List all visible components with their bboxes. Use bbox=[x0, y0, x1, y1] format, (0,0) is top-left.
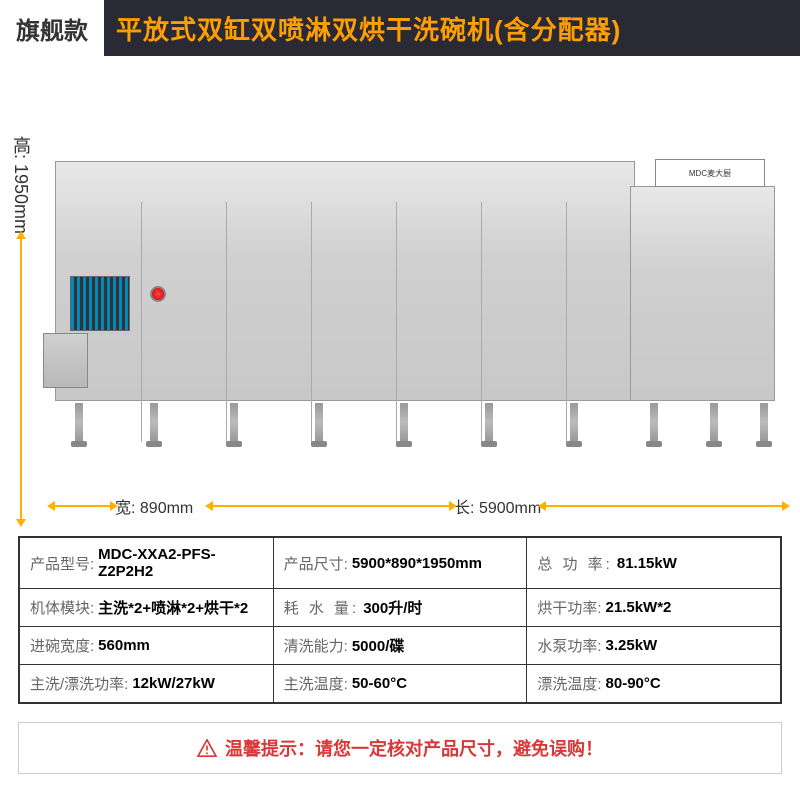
machine-leg bbox=[570, 403, 578, 441]
table-row: 机体模块:主洗*2+喷淋*2+烘干*2 耗 水 量:300升/时 烘干功率: 21… bbox=[20, 589, 780, 627]
header-bar: 旗舰款 平放式双缸双喷淋双烘干洗碗机(含分配器) bbox=[0, 0, 800, 56]
vent-grille bbox=[70, 276, 130, 331]
panel-divider bbox=[141, 202, 142, 442]
machine-leg bbox=[485, 403, 493, 441]
length-arrow-line bbox=[213, 505, 449, 507]
spec-value: 50-60°C bbox=[352, 675, 407, 692]
spec-label: 水泵功率: bbox=[537, 635, 601, 656]
spec-value: 80-90°C bbox=[606, 675, 661, 692]
spec-cell: 产品型号:MDC-XXA2-PFS-Z2P2H2 bbox=[20, 538, 274, 588]
spec-value: 3.25kW bbox=[606, 637, 658, 654]
spec-value: 81.15kW bbox=[617, 555, 677, 572]
width-arrow-line bbox=[55, 505, 110, 507]
spec-cell: 产品尺寸:5900*890*1950mm bbox=[274, 538, 528, 588]
machine-right-section bbox=[630, 186, 775, 401]
machine-leg bbox=[760, 403, 768, 441]
spec-label: 产品尺寸: bbox=[284, 553, 348, 574]
panel-divider bbox=[396, 202, 397, 442]
spec-label: 耗 水 量: bbox=[284, 597, 360, 618]
dimension-bottom-row: 宽: 890mm 长: 5900mm bbox=[55, 494, 782, 518]
panel-divider bbox=[566, 202, 567, 442]
machine-leg bbox=[75, 403, 83, 441]
spec-label: 产品型号: bbox=[30, 553, 94, 574]
table-row: 产品型号:MDC-XXA2-PFS-Z2P2H2 产品尺寸:5900*890*1… bbox=[20, 538, 780, 589]
dimension-length: 长: 5900mm bbox=[213, 494, 782, 518]
spec-cell: 机体模块:主洗*2+喷淋*2+烘干*2 bbox=[20, 589, 274, 626]
entry-tray bbox=[43, 333, 88, 388]
spec-value: 5000/碟 bbox=[352, 635, 405, 656]
height-label: 高: 1950mm bbox=[8, 136, 34, 234]
panel-divider bbox=[311, 202, 312, 442]
flagship-badge: 旗舰款 bbox=[0, 0, 104, 56]
spec-cell: 漂洗温度: 80-90°C bbox=[527, 665, 780, 702]
spec-label: 机体模块: bbox=[30, 597, 94, 618]
height-arrow-line bbox=[20, 239, 22, 519]
width-label: 宽: 890mm bbox=[115, 494, 193, 518]
spec-value: 560mm bbox=[98, 637, 150, 654]
machine-leg bbox=[230, 403, 238, 441]
spec-table: 产品型号:MDC-XXA2-PFS-Z2P2H2 产品尺寸:5900*890*1… bbox=[18, 536, 782, 704]
spec-value: 主洗*2+喷淋*2+烘干*2 bbox=[98, 597, 248, 618]
spec-label: 主洗温度: bbox=[284, 673, 348, 694]
emergency-stop-button bbox=[150, 286, 166, 302]
spec-cell: 清洗能力:5000/碟 bbox=[274, 627, 528, 664]
machine-leg bbox=[650, 403, 658, 441]
spec-cell: 主洗/漂洗功率:12kW/27kW bbox=[20, 665, 274, 702]
spec-cell: 水泵功率: 3.25kW bbox=[527, 627, 780, 664]
machine-leg bbox=[400, 403, 408, 441]
table-row: 进碗宽度:560mm 清洗能力:5000/碟 水泵功率: 3.25kW bbox=[20, 627, 780, 665]
length-label: 长: 5900mm bbox=[454, 494, 541, 518]
spec-value: 300升/时 bbox=[363, 597, 422, 618]
spec-label: 清洗能力: bbox=[284, 635, 348, 656]
machine-leg bbox=[710, 403, 718, 441]
spec-label: 进碗宽度: bbox=[30, 635, 94, 656]
spec-value: 12kW/27kW bbox=[132, 675, 215, 692]
panel-divider bbox=[226, 202, 227, 442]
warning-icon bbox=[197, 739, 217, 757]
control-panel: MDC麦大厨 bbox=[655, 159, 765, 187]
dimension-height: 高: 1950mm bbox=[8, 136, 34, 519]
machine-leg bbox=[315, 403, 323, 441]
warning-box: 温馨提示：请您一定核对产品尺寸，避免误购！ bbox=[18, 722, 782, 774]
panel-divider bbox=[481, 202, 482, 442]
spec-value: 5900*890*1950mm bbox=[352, 555, 482, 572]
spec-cell: 进碗宽度:560mm bbox=[20, 627, 274, 664]
spec-cell: 烘干功率: 21.5kW*2 bbox=[527, 589, 780, 626]
machine-leg bbox=[150, 403, 158, 441]
spec-cell: 耗 水 量:300升/时 bbox=[274, 589, 528, 626]
warning-text: 温馨提示：请您一定核对产品尺寸，避免误购！ bbox=[225, 735, 603, 761]
length-arrow-line bbox=[546, 505, 782, 507]
spec-cell: 总 功 率:81.15kW bbox=[527, 538, 780, 588]
spec-label: 漂洗温度: bbox=[537, 673, 601, 694]
table-row: 主洗/漂洗功率:12kW/27kW 主洗温度:50-60°C 漂洗温度: 80-9… bbox=[20, 665, 780, 702]
machine-main-body bbox=[55, 161, 635, 401]
spec-value: MDC-XXA2-PFS-Z2P2H2 bbox=[98, 546, 263, 580]
spec-cell: 主洗温度:50-60°C bbox=[274, 665, 528, 702]
spec-label: 主洗/漂洗功率: bbox=[30, 673, 128, 694]
spec-label: 烘干功率: bbox=[537, 597, 601, 618]
diagram-area: 高: 1950mm MDC麦大厨 宽: 890mm bbox=[0, 56, 800, 536]
machine-illustration: MDC麦大厨 bbox=[55, 121, 775, 461]
dimension-width: 宽: 890mm bbox=[55, 494, 193, 518]
spec-value: 21.5kW*2 bbox=[606, 599, 672, 616]
spec-label: 总 功 率: bbox=[537, 553, 613, 574]
product-title: 平放式双缸双喷淋双烘干洗碗机(含分配器) bbox=[104, 10, 621, 47]
